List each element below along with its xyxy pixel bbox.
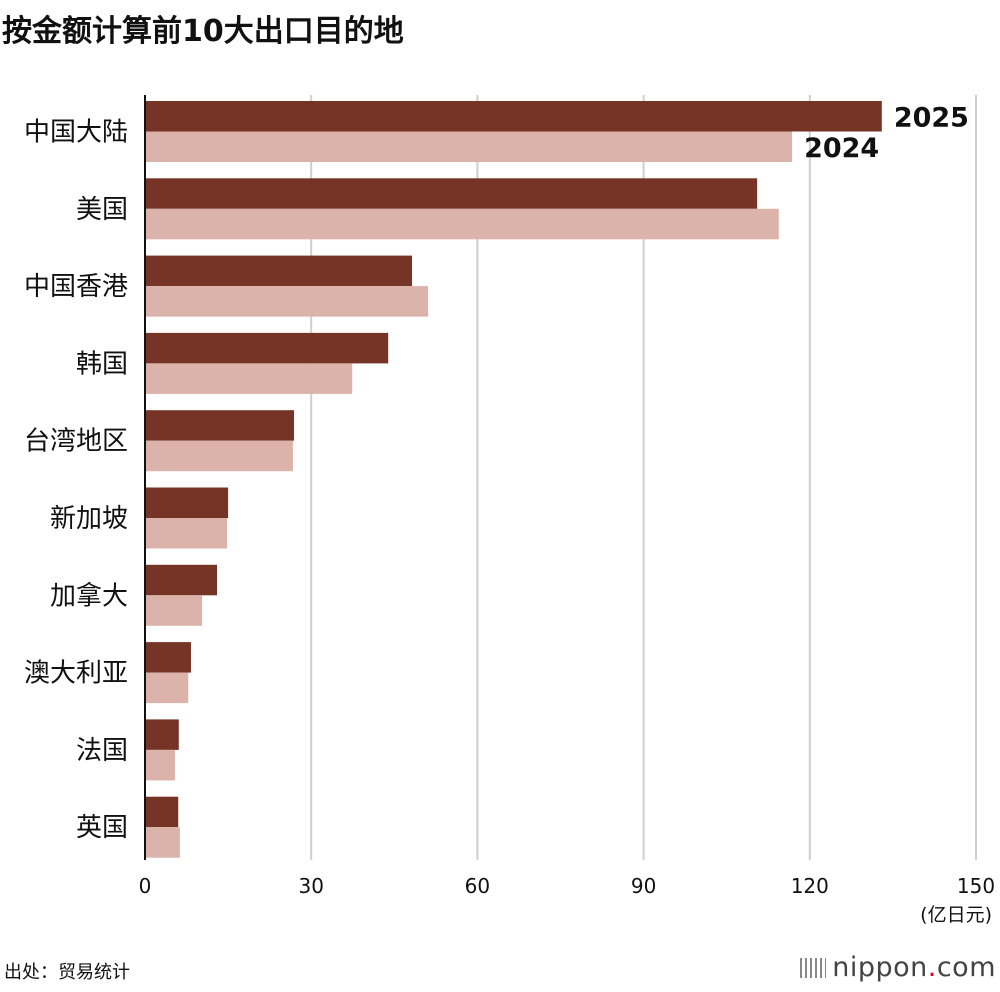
bar-2024 xyxy=(145,827,180,858)
x-tick-label: 150 xyxy=(957,874,995,898)
category-label: 英国 xyxy=(76,813,128,843)
bar-2025 xyxy=(145,410,295,441)
x-tick-label: 60 xyxy=(465,874,490,898)
x-tick-label: 90 xyxy=(631,874,656,898)
series-label-2025: 2025 xyxy=(894,102,969,133)
bar-2024 xyxy=(145,363,353,394)
category-label: 新加坡 xyxy=(50,504,128,534)
category-label: 中国大陆 xyxy=(24,118,128,148)
bar-2024 xyxy=(145,131,793,162)
bar-2025 xyxy=(145,719,179,750)
bar-2025 xyxy=(145,101,882,132)
logo-dot: . xyxy=(927,952,937,983)
logo-text: nippon xyxy=(832,952,928,983)
x-tick-label: 0 xyxy=(139,874,152,898)
x-axis-unit: (亿日元) xyxy=(920,904,992,926)
bar-2024 xyxy=(145,672,189,704)
bar-2025 xyxy=(145,178,758,209)
bar-2025 xyxy=(145,255,413,287)
x-tick-label: 30 xyxy=(298,874,323,898)
category-label: 中国香港 xyxy=(24,272,128,302)
logo-bars-icon xyxy=(800,958,827,978)
chart-title: 按金额计算前10大出口目的地 xyxy=(2,14,404,49)
bar-2024 xyxy=(145,208,779,240)
nippon-logo: nippon.com xyxy=(800,952,996,983)
bar-2024 xyxy=(145,286,429,317)
bar-2025 xyxy=(145,332,389,364)
bar-2024 xyxy=(145,749,175,781)
bar-2024 xyxy=(145,440,293,472)
logo-suffix: com xyxy=(936,952,996,983)
bar-2024 xyxy=(145,595,203,626)
series-label-2024: 2024 xyxy=(804,133,879,164)
category-label: 台湾地区 xyxy=(24,427,128,457)
category-label: 韩国 xyxy=(76,349,128,379)
bar-2025 xyxy=(145,564,218,596)
bar-2024 xyxy=(145,518,227,549)
category-label: 澳大利亚 xyxy=(24,659,128,689)
category-label: 法国 xyxy=(76,736,128,766)
x-tick-label: 120 xyxy=(791,874,829,898)
category-label: 美国 xyxy=(76,195,128,225)
bar-2025 xyxy=(145,642,191,673)
bar-2025 xyxy=(145,796,179,828)
source-note: 出处：贸易统计 xyxy=(4,962,130,983)
bar-chart: 0 30 60 90 120 150 中国大陆美国中国香港韩国台湾地区新加坡加拿大澳大利亚法… xyxy=(24,95,995,898)
bar-2025 xyxy=(145,487,229,518)
category-label: 加拿大 xyxy=(50,581,128,611)
